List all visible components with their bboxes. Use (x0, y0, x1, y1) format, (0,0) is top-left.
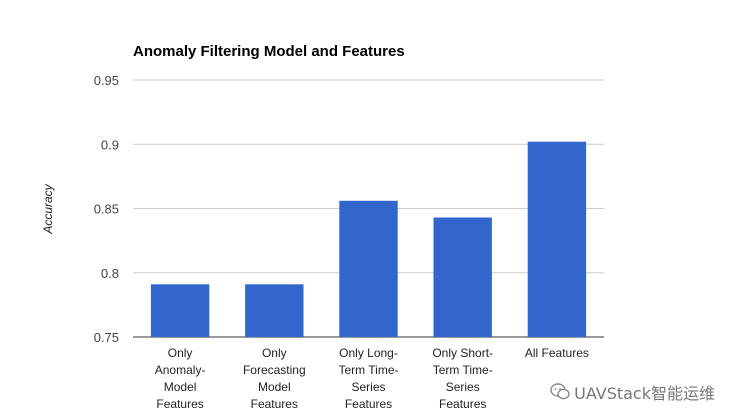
y-tick-label: 0.75 (94, 330, 119, 345)
bar (150, 284, 210, 337)
x-tick-label: Only Forecasting Model Features (243, 346, 306, 411)
y-tick-label: 0.95 (94, 73, 119, 88)
watermark-text: UAVStack智能运维 (574, 384, 715, 403)
bar (433, 217, 492, 337)
bar (339, 200, 398, 337)
y-tick-label: 0.8 (101, 266, 119, 281)
y-tick-labels: 0.95 0.9 0.85 0.8 0.75 (94, 73, 119, 345)
x-tick-label: Only Anomaly-Model Features (155, 346, 206, 411)
x-tick-label: Only Short-Term Time-Series Features (432, 346, 493, 411)
chart-title: Anomaly Filtering Model and Features (133, 43, 405, 60)
y-axis-label: Accuracy (41, 183, 55, 234)
watermark: UAVStack智能运维 (550, 380, 715, 404)
x-tick-label: Only Long-Term Time-Series Features (339, 346, 399, 411)
bar (527, 141, 587, 337)
x-tick-label: All Features (525, 346, 589, 360)
x-tick-labels: Only Anomaly-Model Features Only Forecasting… (155, 346, 589, 411)
bar (245, 284, 304, 337)
y-tick-label: 0.9 (101, 137, 119, 152)
y-tick-label: 0.85 (94, 202, 119, 217)
bars (150, 141, 587, 337)
wechat-icon (550, 383, 570, 400)
